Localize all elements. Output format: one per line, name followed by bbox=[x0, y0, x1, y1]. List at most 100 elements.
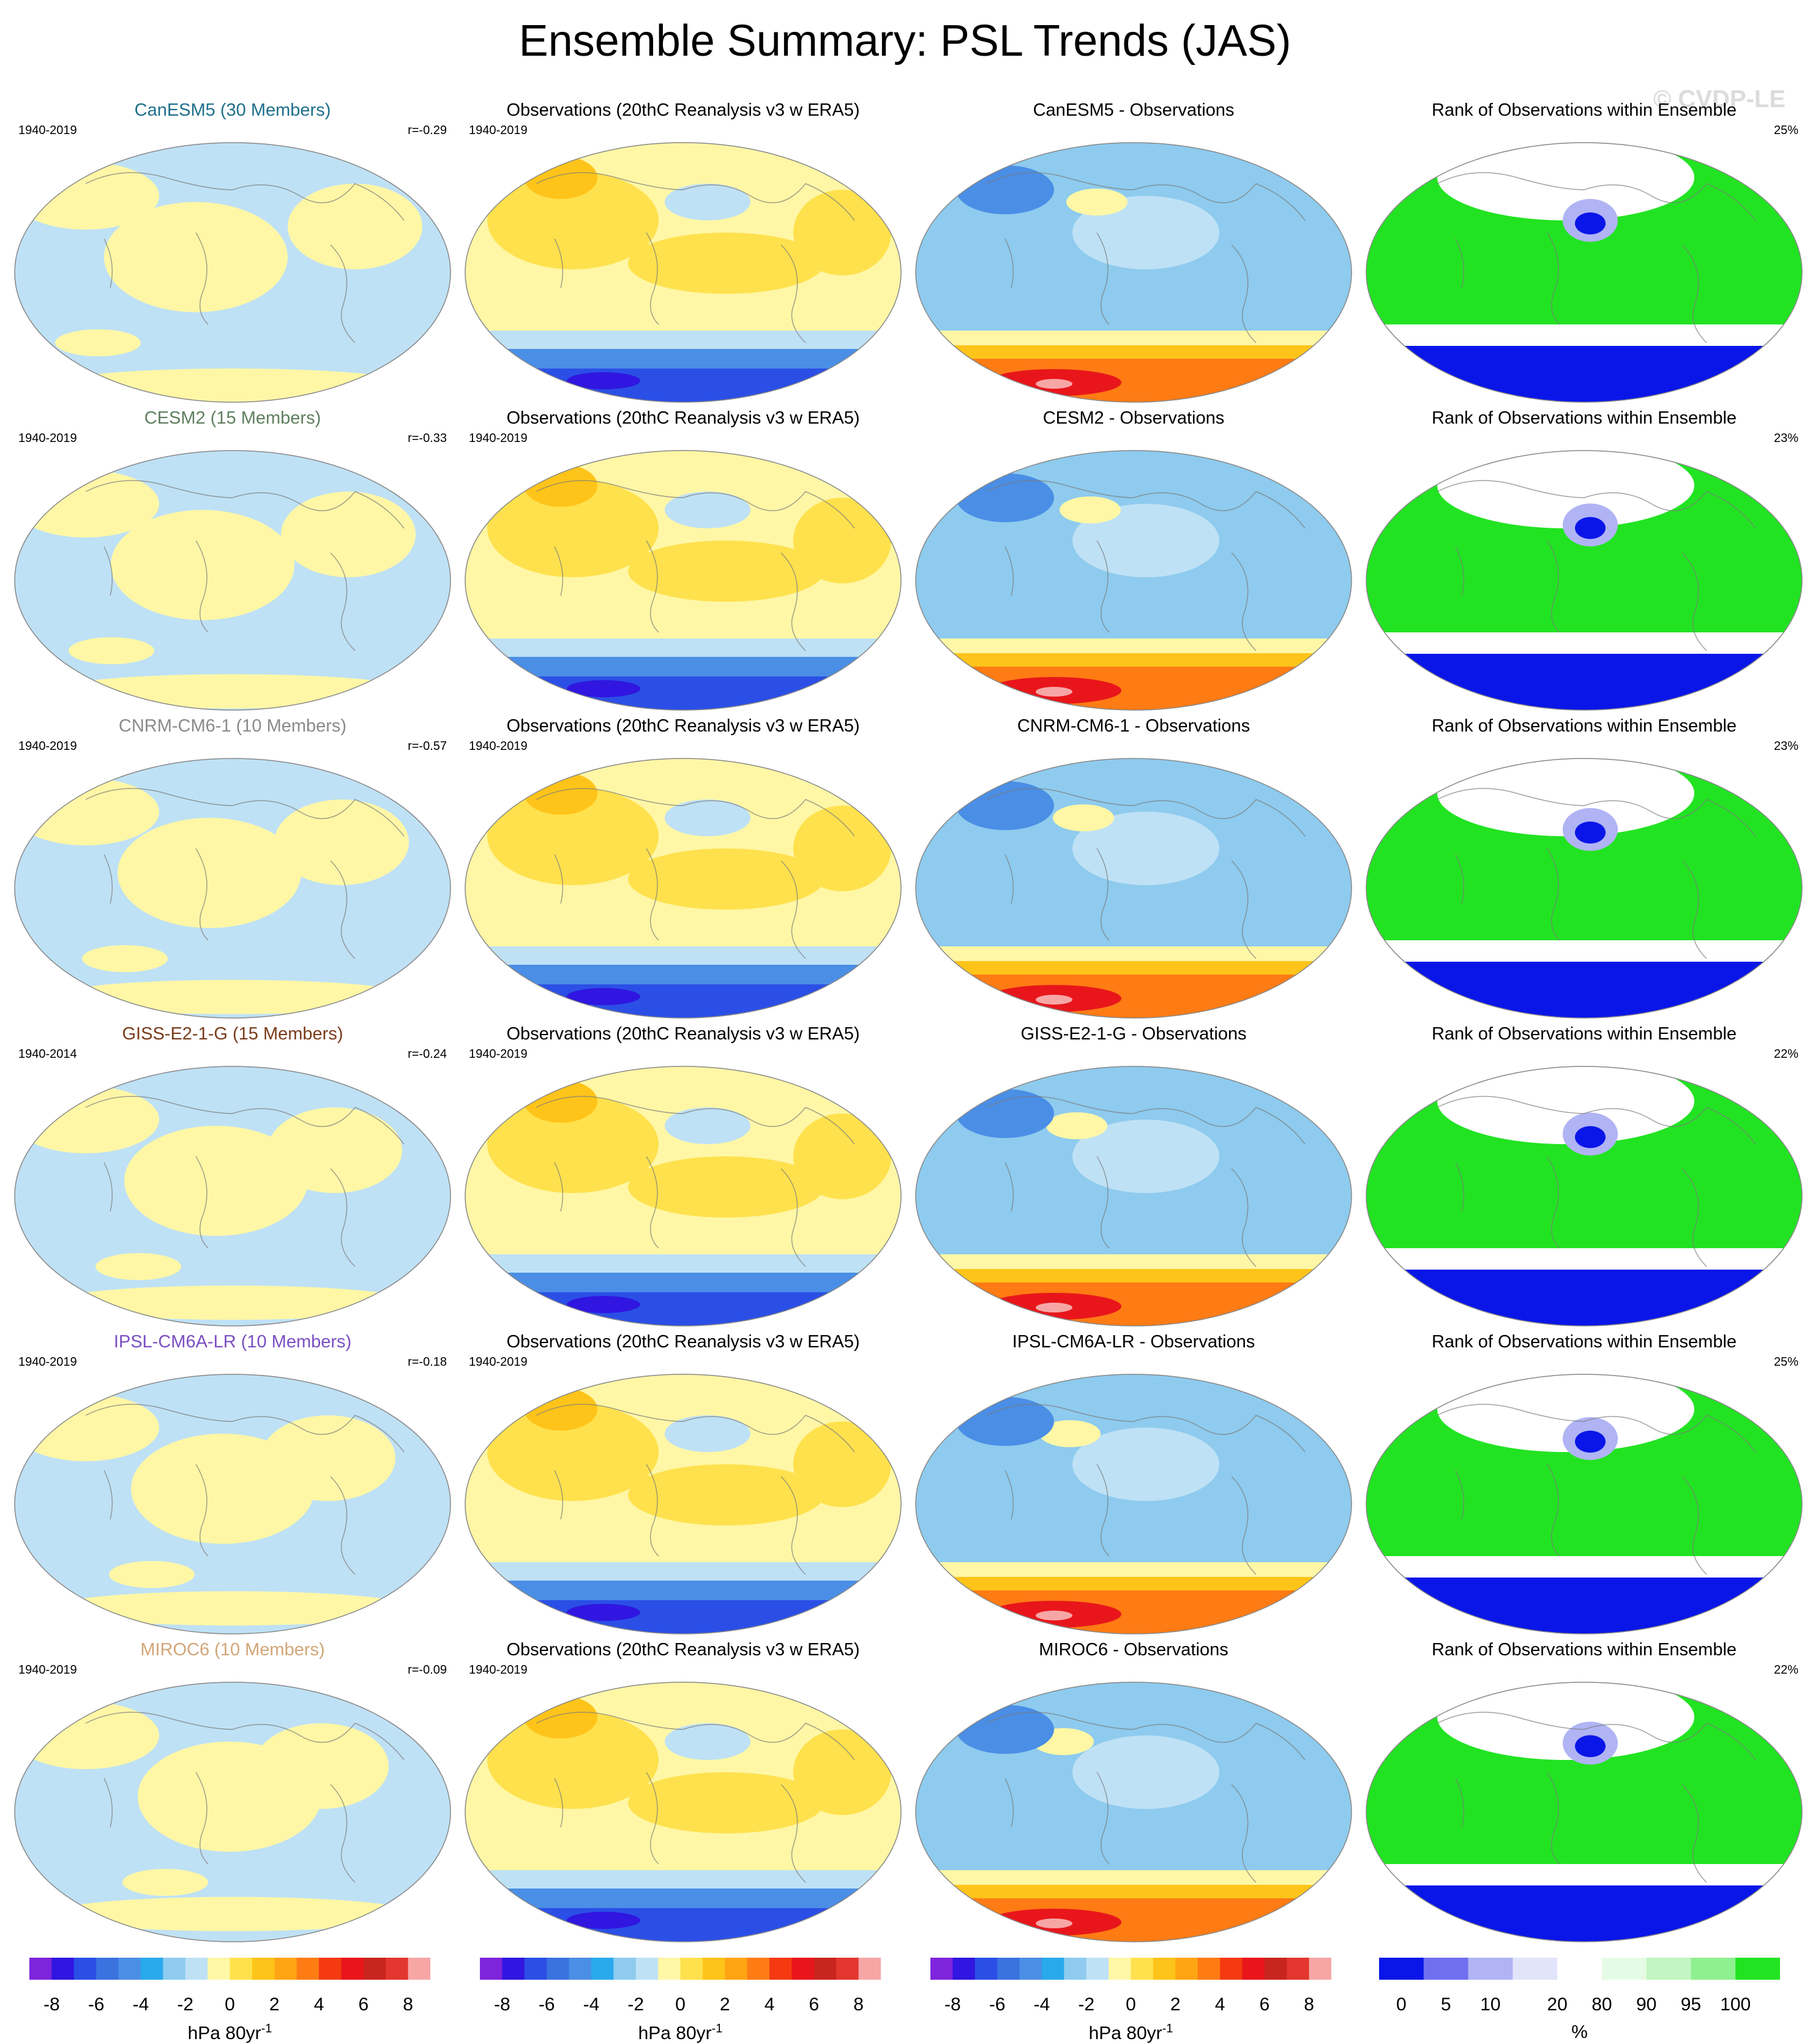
colorbar-swatch bbox=[813, 1958, 837, 1980]
colorbar-tick-label: -4 bbox=[132, 1994, 149, 2015]
positive-trend-region bbox=[55, 329, 141, 356]
negative-trend-region bbox=[665, 1107, 750, 1144]
colorbar-swatch bbox=[140, 1958, 163, 1980]
unit-exponent: -1 bbox=[1162, 2022, 1173, 2035]
panel-obs: Observations (20thC Reanalysis v3 w ERA5… bbox=[457, 715, 910, 1024]
colorbar-swatches bbox=[480, 1958, 881, 1980]
colorbar-swatch bbox=[791, 1958, 815, 1980]
positive-trend-region bbox=[793, 1729, 891, 1815]
positive-trend-region bbox=[487, 787, 659, 885]
colorbar-swatch bbox=[1264, 1958, 1287, 1980]
panel-rank: Rank of Observations within Ensemble 23% bbox=[1358, 715, 1810, 1024]
colorbar-swatch bbox=[930, 1958, 953, 1980]
mid-rank-band bbox=[1366, 1864, 1802, 1889]
panel-diff: CNRM-CM6-1 - Observations bbox=[907, 715, 1360, 1024]
positive-trend-region bbox=[628, 848, 824, 910]
colorbar-swatch bbox=[296, 1958, 320, 1980]
colorbar-swatch bbox=[1041, 1958, 1064, 1980]
unit-text: % bbox=[1571, 2022, 1588, 2042]
pattern-correlation: r=-0.29 bbox=[408, 124, 447, 137]
panel-model: GISS-E2-1-G (15 Members) 1940-2014 r=-0.24 bbox=[6, 1023, 459, 1332]
coastlines bbox=[1437, 788, 1756, 959]
coastlines bbox=[1437, 480, 1756, 651]
panel-obs: Observations (20thC Reanalysis v3 w ERA5… bbox=[457, 407, 910, 716]
unit-exponent: -1 bbox=[711, 2022, 723, 2035]
colorbar-tick-label: -4 bbox=[1033, 1994, 1050, 2015]
positive-trend-region bbox=[111, 510, 294, 620]
period-label: 1940-2019 bbox=[469, 432, 528, 445]
colorbar-unit: hPa 80yr-1 bbox=[29, 2022, 430, 2044]
colorbar-tick-label: 10 bbox=[1480, 1994, 1501, 2015]
positive-trend-region bbox=[109, 1561, 195, 1588]
period-label: 1940-2019 bbox=[18, 1355, 77, 1369]
colorbar-swatch bbox=[1086, 1958, 1109, 1980]
pattern-correlation: r=-0.33 bbox=[408, 432, 447, 445]
colorbar-tick-label: 0 bbox=[675, 1994, 686, 2015]
positive-difference-region bbox=[1060, 496, 1121, 523]
extreme-positive-region bbox=[1036, 687, 1072, 697]
mid-rank-band bbox=[1366, 632, 1802, 657]
period-label: 1940-2019 bbox=[18, 739, 77, 753]
colorbar-difference: -8 -6 -4 -2 0 2 4 6 8 hPa 80yr-1 bbox=[930, 1958, 1331, 2043]
colorbar-swatch bbox=[118, 1958, 141, 1980]
lowest-rank-region bbox=[1575, 822, 1606, 844]
colorbar-swatch bbox=[274, 1958, 297, 1980]
colorbar-ticks: -8 -6 -4 -2 0 2 4 6 8 bbox=[480, 1994, 881, 2019]
panel-title: CESM2 - Observations bbox=[1042, 408, 1225, 428]
coastlines bbox=[1437, 1712, 1756, 1883]
colorbar-unit: % bbox=[1379, 2022, 1780, 2043]
coastlines bbox=[536, 788, 855, 959]
mid-rank-region bbox=[1437, 1682, 1694, 1760]
colorbar-swatch bbox=[1109, 1958, 1131, 1980]
colorbar-tick-label: 6 bbox=[1259, 1994, 1270, 2015]
positive-trend-region bbox=[628, 1156, 824, 1218]
colorbar-ticks: -8 -6 -4 -2 0 2 4 6 8 bbox=[29, 1994, 430, 2019]
period-label: 1940-2019 bbox=[18, 1663, 77, 1677]
positive-trend-region bbox=[261, 1415, 395, 1501]
panel-title: GISS-E2-1-G - Observations bbox=[1020, 1024, 1247, 1044]
positive-trend-region bbox=[254, 1723, 389, 1809]
colorbar-ticks: 0 5 10 20 80 90 95 100 bbox=[1379, 1994, 1780, 2019]
unit-exponent: -1 bbox=[261, 2022, 272, 2035]
colorbar-swatches bbox=[930, 1958, 1331, 1980]
colorbar-unit: hPa 80yr-1 bbox=[480, 2022, 881, 2044]
colorbar-tick-label: 4 bbox=[764, 1994, 775, 2015]
panel-diff: CESM2 - Observations bbox=[907, 407, 1360, 716]
map-diff bbox=[915, 758, 1352, 1019]
panel-title: MIROC6 (10 Members) bbox=[140, 1640, 325, 1660]
map-outline bbox=[465, 1682, 902, 1942]
map-obs bbox=[465, 1682, 902, 1942]
panel-title: GISS-E2-1-G (15 Members) bbox=[122, 1024, 343, 1044]
panel-obs: Observations (20thC Reanalysis v3 w ERA5… bbox=[457, 1023, 910, 1332]
colorbar-tick-label: 2 bbox=[1170, 1994, 1181, 2015]
pattern-correlation: r=-0.18 bbox=[408, 1355, 447, 1369]
strong-negative-region bbox=[567, 1296, 640, 1313]
map-model bbox=[14, 758, 451, 1019]
map-outline bbox=[465, 1374, 902, 1634]
colorbar-swatch bbox=[408, 1958, 430, 1980]
map-outline bbox=[915, 142, 1352, 403]
map-rank bbox=[1366, 1682, 1803, 1942]
colorbar-swatch bbox=[208, 1958, 230, 1980]
coastlines bbox=[85, 1712, 405, 1883]
positive-trend-region bbox=[281, 492, 416, 577]
positive-trend-region bbox=[122, 1869, 208, 1896]
colorbar-tick-label: -8 bbox=[494, 1994, 510, 2015]
panel-obs: Observations (20thC Reanalysis v3 w ERA5… bbox=[457, 99, 910, 408]
colorbar-swatch bbox=[1691, 1958, 1736, 1980]
negative-trend-band bbox=[465, 1292, 901, 1326]
positive-trend-region bbox=[487, 479, 659, 577]
colorbar-swatch bbox=[51, 1958, 75, 1980]
colorbar-tick-label: -6 bbox=[88, 1994, 105, 2015]
panel-title: Rank of Observations within Ensemble bbox=[1431, 100, 1737, 120]
map-outline bbox=[465, 1066, 902, 1327]
map-obs bbox=[465, 142, 902, 403]
colorbar-tick-label: 6 bbox=[809, 1994, 820, 2015]
colorbar-swatch bbox=[591, 1958, 614, 1980]
map-obs bbox=[465, 450, 902, 711]
pattern-correlation: r=-0.24 bbox=[408, 1047, 447, 1061]
colorbar-swatch bbox=[747, 1958, 770, 1980]
positive-difference-band bbox=[916, 975, 1352, 1018]
panel-title: Rank of Observations within Ensemble bbox=[1431, 408, 1737, 428]
positive-trend-region bbox=[487, 171, 659, 269]
